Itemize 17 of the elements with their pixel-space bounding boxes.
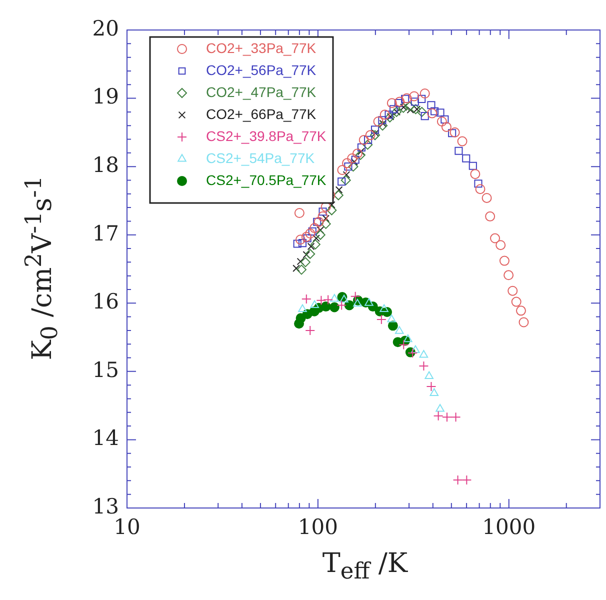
- legend-label: CO2+_66Pa_77K: [206, 106, 317, 122]
- y-tick-label: 17: [92, 221, 119, 246]
- legend-label: CO2+_33Pa_77K: [206, 40, 317, 56]
- legend-label: CS2+_70.5Pa_77K: [206, 172, 327, 188]
- y-tick-label: 19: [92, 84, 119, 109]
- x-tick-label: 100: [298, 515, 338, 540]
- y-tick-label: 18: [92, 153, 119, 178]
- legend-label: CS2+_39.8Pa_77K: [206, 128, 327, 144]
- y-tick-label: 16: [92, 290, 119, 314]
- y-tick-label: 14: [92, 426, 119, 450]
- x-axis-title: T$_{eff}$ /K: [322, 548, 408, 584]
- y-tick-label: 20: [92, 16, 119, 40]
- y-tick-label: 15: [92, 358, 119, 382]
- legend-label: CS2+_54Pa_77K: [206, 150, 316, 166]
- x-tick-label: 1000: [482, 515, 536, 540]
- legend-label: CO2+_56Pa_77K: [206, 62, 317, 78]
- legend-label: CO2+_47Pa_77K: [206, 84, 317, 100]
